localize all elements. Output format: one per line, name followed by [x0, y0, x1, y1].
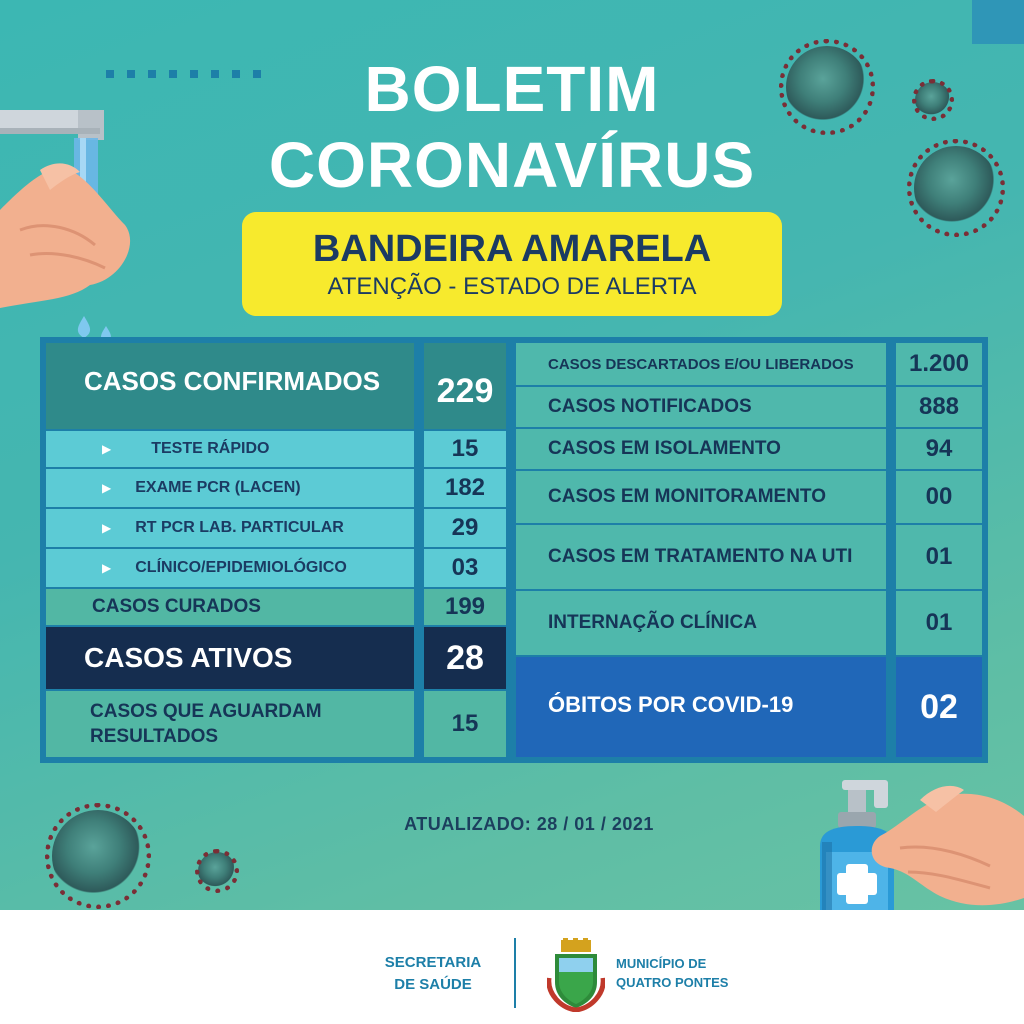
municipio-line2: QUATRO PONTES: [616, 975, 729, 990]
right-value-cell: 888: [896, 387, 982, 427]
right-value-cell: 01: [896, 591, 982, 655]
active-label: CASOS ATIVOS: [84, 642, 293, 673]
washing-hands-icon: [0, 163, 131, 308]
hospitalization-label-cell: INTERNAÇÃO CLÍNICA: [516, 591, 886, 655]
breakdown-value-cell: 29: [424, 509, 506, 547]
municipio-label: MUNICÍPIO DE QUATRO PONTES: [616, 954, 728, 992]
awaiting-value: 15: [451, 710, 479, 737]
deaths-value-cell: 02: [896, 657, 982, 757]
municipio-line1: MUNICÍPIO DE: [616, 956, 707, 971]
footer: SECRETARIA DE SAÚDE MUNICÍPIO DE QUATRO …: [0, 910, 1024, 1024]
right-value: 00: [925, 483, 953, 510]
right-value: 01: [925, 609, 953, 636]
right-label: CASOS DESCARTADOS E/OU LIBERADOS: [548, 355, 854, 373]
right-value-cell: 1.200: [896, 343, 982, 385]
breakdown-value-cell: 15: [424, 431, 506, 467]
sanitizer-bottle-icon: [820, 780, 894, 928]
breakdown-row-clinical: ▶ CLÍNICO/EPIDEMIOLÓGICO: [46, 549, 414, 587]
confirmed-value: 229: [436, 371, 494, 410]
cured-value-cell: 199: [424, 589, 506, 625]
confirmed-label: CASOS CONFIRMADOS: [84, 365, 381, 396]
virus-icon: [779, 39, 875, 135]
stats-board: CASOS CONFIRMADOS 229 ▶ TESTE RÁPIDO 15 …: [40, 337, 988, 763]
confirmed-label-cell: CASOS CONFIRMADOS: [46, 343, 414, 429]
footer-separator: [514, 938, 516, 1008]
breakdown-value: 15: [451, 435, 479, 462]
right-value-cell: 01: [896, 525, 982, 589]
virus-icon: [912, 79, 954, 121]
awaiting-label-line1: CASOS QUE AGUARDAM: [90, 701, 322, 722]
monitoring-label-cell: CASOS EM MONITORAMENTO: [516, 471, 886, 523]
virus-icon: [907, 139, 1005, 237]
notified-label-cell: CASOS NOTIFICADOS: [516, 387, 886, 427]
isolation-label-cell: CASOS EM ISOLAMENTO: [516, 429, 886, 469]
awaiting-label-line2: RESULTADOS: [90, 726, 219, 747]
breakdown-label: CLÍNICO/EPIDEMIOLÓGICO: [135, 559, 347, 576]
right-value-cell: 00: [896, 471, 982, 523]
title-line-1: BOLETIM: [364, 53, 660, 125]
right-value: 888: [918, 393, 960, 420]
updated-date: ATUALIZADO: 28 / 01 / 2021: [404, 814, 654, 834]
secretaria-line1: SECRETARIA: [384, 954, 482, 971]
virus-icon: [194, 848, 240, 894]
breakdown-value: 182: [444, 474, 486, 501]
right-label: CASOS EM MONITORAMENTO: [548, 486, 826, 507]
right-label: CASOS EM ISOLAMENTO: [548, 438, 781, 459]
deaths-label: ÓBITOS POR COVID-19: [548, 692, 794, 717]
virus-icon: [44, 802, 152, 910]
bullet-arrow-icon: ▶: [102, 481, 112, 495]
dots-decoration: [106, 70, 261, 78]
secretaria-label: SECRETARIA DE SAÚDE: [378, 952, 488, 996]
right-value: 94: [925, 435, 953, 462]
deaths-label-cell: ÓBITOS POR COVID-19: [516, 657, 886, 757]
breakdown-label: RT PCR LAB. PARTICULAR: [135, 519, 344, 536]
breakdown-label: EXAME PCR (LACEN): [135, 479, 301, 496]
right-label: CASOS EM TRATAMENTO NA UTI: [548, 546, 853, 567]
awaiting-value-cell: 15: [424, 691, 506, 757]
secretaria-line2: DE SAÚDE: [394, 976, 472, 993]
active-value: 28: [446, 638, 484, 677]
bullet-arrow-icon: ▶: [102, 521, 112, 535]
bullet-arrow-icon: ▶: [102, 442, 112, 456]
right-value: 01: [925, 543, 953, 570]
breakdown-value: 03: [451, 554, 479, 581]
cured-label: CASOS CURADOS: [92, 596, 261, 617]
flag-status-box: BANDEIRA AMARELA ATENÇÃO - ESTADO DE ALE…: [242, 212, 782, 316]
right-value: 1.200: [908, 350, 970, 377]
breakdown-row-rt-pcr: ▶ RT PCR LAB. PARTICULAR: [46, 509, 414, 547]
icu-label-cell: CASOS EM TRATAMENTO NA UTI: [516, 525, 886, 589]
cured-label-cell: CASOS CURADOS: [46, 589, 414, 625]
municipal-crest-icon: [547, 938, 605, 1012]
awaiting-label-cell: CASOS QUE AGUARDAM RESULTADOS: [46, 691, 414, 757]
bullet-arrow-icon: ▶: [102, 561, 112, 575]
flag-heading: BANDEIRA AMARELA: [312, 228, 712, 270]
breakdown-row-rapid-test: ▶ TESTE RÁPIDO: [46, 431, 414, 467]
breakdown-row-pcr-lacen: ▶ EXAME PCR (LACEN): [46, 469, 414, 507]
breakdown-value-cell: 182: [424, 469, 506, 507]
title-line-2: CORONAVÍRUS: [268, 129, 756, 201]
active-label-cell: CASOS ATIVOS: [46, 627, 414, 689]
confirmed-value-cell: 229: [424, 343, 506, 429]
breakdown-value-cell: 03: [424, 549, 506, 587]
right-label: INTERNAÇÃO CLÍNICA: [548, 612, 757, 633]
right-value-cell: 94: [896, 429, 982, 469]
flag-subtitle: ATENÇÃO - ESTADO DE ALERTA: [327, 273, 697, 300]
breakdown-label: TESTE RÁPIDO: [151, 440, 270, 457]
discarded-label-cell: CASOS DESCARTADOS E/OU LIBERADOS: [516, 343, 886, 385]
right-label: CASOS NOTIFICADOS: [548, 396, 752, 417]
corner-square-decoration: [972, 0, 1024, 44]
deaths-value: 02: [920, 687, 958, 726]
cured-value: 199: [444, 593, 486, 620]
breakdown-value: 29: [451, 514, 479, 541]
active-value-cell: 28: [424, 627, 506, 689]
washing-hands-icon: [871, 785, 1024, 906]
